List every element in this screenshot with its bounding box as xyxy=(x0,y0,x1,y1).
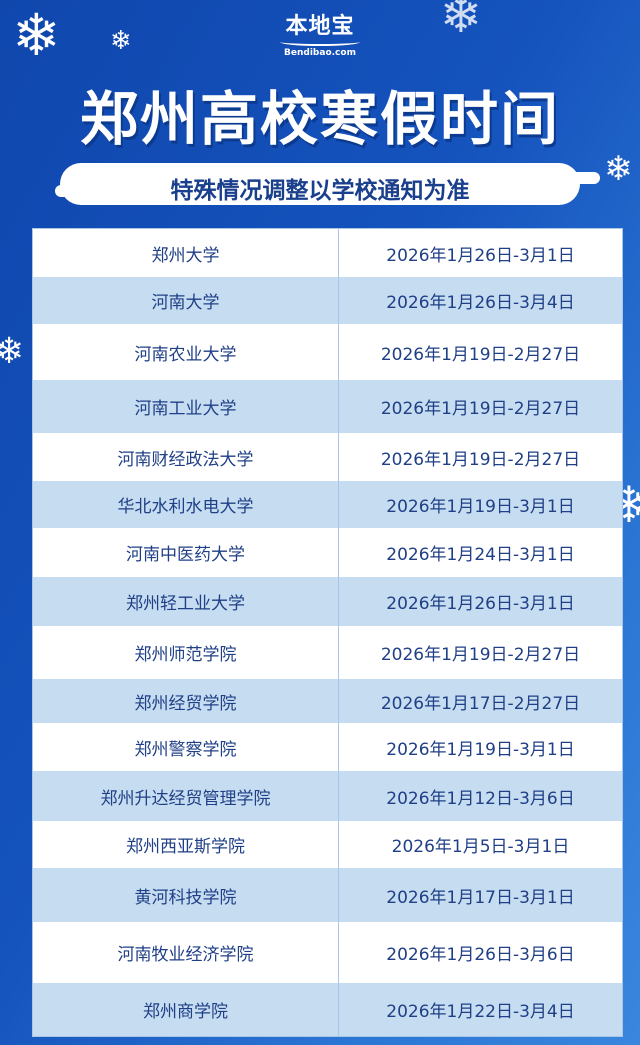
holiday-dates: 2026年1月12日-3月6日 xyxy=(386,788,575,809)
school-name: 郑州师范学院 xyxy=(33,626,339,679)
school-name: 郑州西亚斯学院 xyxy=(33,821,339,868)
table-row: 郑州西亚斯学院 2026年1月5日-3月1日 xyxy=(33,821,622,868)
holiday-dates: 2026年1月19日-2月27日 xyxy=(380,399,581,419)
table-row: 河南工业大学 2026年1月19日-2月27日 xyxy=(33,380,622,433)
snowflake-icon: ❄ xyxy=(110,26,132,56)
table-row: 河南牧业经济学院 2026年1月26日-3月6日 xyxy=(33,922,622,983)
school-name: 华北水利水电大学 xyxy=(33,481,339,528)
table-row: 黄河科技学院 2026年1月17日-3月1日 xyxy=(33,868,622,922)
holiday-dates: 2026年1月19日-2月27日 xyxy=(380,645,581,665)
school-name: 河南工业大学 xyxy=(33,380,339,433)
holiday-dates: 2026年1月19日-3月1日 xyxy=(386,739,575,760)
holiday-dates: 2026年1月19日-3月1日 xyxy=(386,497,575,517)
school-name: 郑州经贸学院 xyxy=(33,679,339,723)
school-name: 郑州升达经贸管理学院 xyxy=(33,771,339,821)
table-row: 河南中医药大学 2026年1月24日-3月1日 xyxy=(33,528,622,577)
holiday-dates: 2026年1月19日-2月27日 xyxy=(380,449,581,470)
table-row: 河南大学 2026年1月26日-3月4日 xyxy=(33,277,622,324)
school-name: 河南大学 xyxy=(33,277,339,324)
snowflake-icon: ❄ xyxy=(604,149,633,189)
logo-domain: Bendibao.com xyxy=(284,48,356,58)
table-row: 郑州商学院 2026年1月22日-3月4日 xyxy=(33,983,622,1036)
table-row: 河南财经政法大学 2026年1月19日-2月27日 xyxy=(33,433,622,481)
school-name: 河南中医药大学 xyxy=(33,528,339,577)
logo-name: 本地宝 xyxy=(285,13,355,39)
holiday-dates: 2026年1月22日-3月4日 xyxy=(386,1002,575,1022)
school-name: 郑州警察学院 xyxy=(33,723,339,771)
school-name: 郑州商学院 xyxy=(33,983,339,1036)
logo-swoosh xyxy=(280,38,360,46)
holiday-dates: 2026年1月17日-2月27日 xyxy=(380,693,581,714)
table-row: 河南农业大学 2026年1月19日-2月27日 xyxy=(33,324,622,380)
bendibao-logo: 本地宝 Bendibao.com xyxy=(0,8,640,58)
school-name: 河南牧业经济学院 xyxy=(33,922,339,983)
school-name: 河南财经政法大学 xyxy=(33,433,339,481)
school-name: 郑州大学 xyxy=(33,229,339,277)
table-row: 郑州大学 2026年1月26日-3月1日 xyxy=(33,229,622,277)
snowflake-icon: ❄ xyxy=(0,331,25,372)
school-name: 郑州轻工业大学 xyxy=(33,577,339,626)
subtitle: 特殊情况调整以学校通知为准 xyxy=(170,178,470,204)
holiday-dates: 2026年1月24日-3月1日 xyxy=(386,545,575,565)
cloud-banner xyxy=(60,163,580,205)
school-name: 黄河科技学院 xyxy=(33,868,339,922)
table-row: 郑州轻工业大学 2026年1月26日-3月1日 xyxy=(33,577,622,626)
holiday-dates: 2026年1月26日-3月6日 xyxy=(386,945,575,965)
snowflake-icon: ❄ xyxy=(440,0,482,44)
table-row: 郑州警察学院 2026年1月19日-3月1日 xyxy=(33,723,622,771)
holiday-dates: 2026年1月19日-2月27日 xyxy=(380,344,581,365)
holiday-dates: 2026年1月26日-3月1日 xyxy=(386,594,575,614)
table-row: 郑州经贸学院 2026年1月17日-2月27日 xyxy=(33,679,622,723)
holiday-dates: 2026年1月26日-3月4日 xyxy=(386,293,575,313)
table-row: 郑州升达经贸管理学院 2026年1月12日-3月6日 xyxy=(33,771,622,821)
schedule-table: 郑州大学 2026年1月26日-3月1日 河南大学 2026年1月26日-3月4日 河南… xyxy=(32,228,623,1037)
holiday-dates: 2026年1月17日-3月1日 xyxy=(386,887,575,908)
school-name: 河南农业大学 xyxy=(33,324,339,380)
page-title: 郑州高校寒假时间 xyxy=(79,85,560,153)
holiday-dates: 2026年1月26日-3月1日 xyxy=(386,245,575,266)
holiday-dates: 2026年1月5日-3月1日 xyxy=(391,837,570,857)
table-row: 郑州师范学院 2026年1月19日-2月27日 xyxy=(33,626,622,679)
snowflake-icon: ❄ xyxy=(12,1,61,69)
table-row: 华北水利水电大学 2026年1月19日-3月1日 xyxy=(33,481,622,528)
